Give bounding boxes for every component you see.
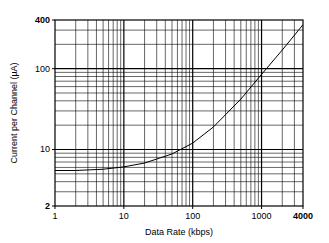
x-tick-label: 10	[119, 211, 129, 221]
minor-grid-line	[254, 20, 255, 206]
minor-grid-line	[55, 173, 303, 174]
minor-grid-line	[123, 20, 124, 206]
minor-grid-line	[186, 20, 187, 206]
y-axis-label: Current per Channel (µA)	[9, 62, 19, 163]
minor-grid-line	[240, 20, 241, 206]
series-line	[55, 25, 303, 171]
minor-grid-line	[96, 20, 97, 206]
x-axis-label: Data Rate (kbps)	[145, 227, 213, 237]
minor-grid-line	[55, 44, 303, 45]
minor-grid-line	[177, 20, 178, 206]
minor-grid-line	[294, 20, 295, 206]
minor-grid-line	[55, 181, 303, 182]
minor-grid-line	[55, 157, 303, 158]
minor-grid-line	[156, 20, 157, 206]
minor-grid-line	[75, 20, 76, 206]
x-tick-label: 100	[185, 211, 200, 221]
minor-grid-line	[55, 92, 303, 93]
minor-grid-line	[120, 20, 121, 206]
plot-frame	[55, 20, 303, 206]
chart: 1 10 100 1000 4000 2 10 100 400 Data Rate (kbps) C…	[0, 0, 329, 243]
minor-grid-line	[165, 20, 166, 206]
x-tick-label: 1	[52, 211, 57, 221]
minor-grid-line	[55, 100, 303, 101]
minor-grid-line	[55, 191, 303, 192]
minor-grid-line	[225, 20, 226, 206]
minor-grid-line	[55, 167, 303, 168]
minor-grid-line	[189, 20, 190, 206]
y-tick-label: 2	[45, 201, 50, 211]
minor-grid-line	[55, 162, 303, 163]
minor-grid-line	[234, 20, 235, 206]
minor-grid-line	[108, 20, 109, 206]
minor-grid-line	[213, 20, 214, 206]
x-tick-label: 4000	[293, 211, 313, 221]
minor-grid-line	[192, 20, 193, 206]
minor-grid-line	[55, 110, 303, 111]
x-tick-label: 1000	[252, 211, 272, 221]
minor-grid-line	[55, 76, 303, 77]
series-group	[55, 25, 303, 171]
minor-grid-line	[144, 20, 145, 206]
minor-grid-line	[55, 72, 303, 73]
minor-grid-line	[55, 153, 303, 154]
minor-grid-line	[113, 20, 114, 206]
minor-grid-line	[171, 20, 172, 206]
minor-grid-line	[258, 20, 259, 206]
minor-grid-line	[87, 20, 88, 206]
minor-grid-line	[55, 81, 303, 82]
minor-grid-line	[55, 30, 303, 31]
minor-grid-line	[246, 20, 247, 206]
minor-grid-line	[261, 20, 262, 206]
minor-grid-line	[55, 125, 303, 126]
minor-grid-line	[250, 20, 251, 206]
y-tick-label: 400	[35, 15, 50, 25]
minor-grid-line	[282, 20, 283, 206]
minor-grid-line	[117, 20, 118, 206]
minor-grid-line	[103, 20, 104, 206]
minor-grid-line	[55, 86, 303, 87]
y-tick-label: 10	[40, 144, 50, 154]
minor-grid-line	[182, 20, 183, 206]
minor-grid	[55, 20, 303, 206]
y-tick-label: 100	[35, 64, 50, 74]
